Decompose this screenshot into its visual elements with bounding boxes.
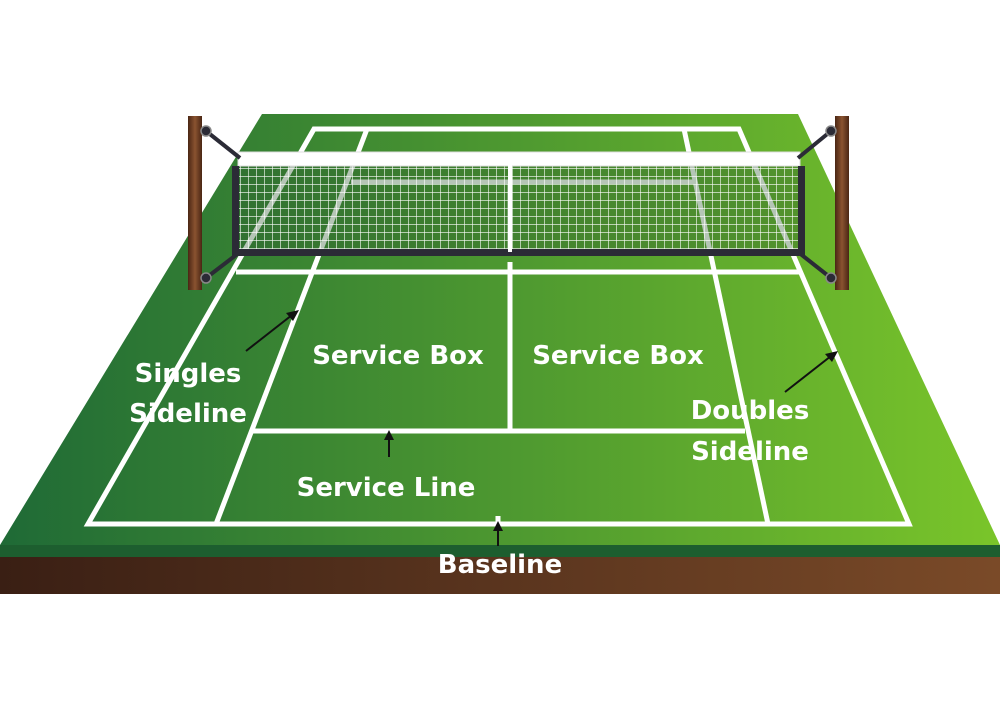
post-right bbox=[835, 116, 849, 290]
soil-base bbox=[0, 556, 1000, 594]
net-left-band bbox=[232, 166, 239, 256]
court-edge-strip bbox=[0, 545, 1000, 557]
doubles-sideline-arrow bbox=[784, 355, 832, 393]
post-left bbox=[188, 116, 202, 290]
singles-sideline-arrow bbox=[245, 314, 293, 352]
post-left-ring-top bbox=[200, 125, 212, 137]
post-right-ring-bottom bbox=[825, 272, 837, 284]
label-service-box-right: Service Box bbox=[532, 341, 704, 371]
label-service-box-left: Service Box bbox=[312, 341, 484, 371]
net-post-right bbox=[796, 116, 849, 290]
label-singles-sideline-line1: Singles bbox=[135, 359, 242, 389]
label-doubles-sideline-line1: Doubles bbox=[691, 396, 810, 426]
net-right-band bbox=[798, 166, 805, 256]
net-tape bbox=[237, 151, 801, 167]
net-post-left bbox=[188, 116, 242, 290]
cable-left-bottom bbox=[204, 250, 242, 280]
annotation-arrows bbox=[245, 310, 838, 546]
cable-right-bottom bbox=[796, 250, 833, 280]
net-center-strap bbox=[508, 162, 512, 252]
post-left-ring-bottom bbox=[200, 272, 212, 284]
post-right-ring-top bbox=[825, 125, 837, 137]
net-bottom-band bbox=[236, 249, 802, 256]
label-singles-sideline-line2: Sideline bbox=[129, 399, 247, 429]
cable-left-top bbox=[204, 129, 242, 160]
court-labels: Service Box Service Box Singles Sideline… bbox=[129, 341, 809, 580]
service-line-arrowhead bbox=[384, 430, 394, 440]
label-doubles-sideline-line2: Sideline bbox=[691, 437, 809, 467]
singles-sideline-arrowhead bbox=[286, 310, 299, 321]
label-baseline: Baseline bbox=[438, 550, 562, 580]
net-mesh-grid bbox=[238, 162, 800, 252]
doubles-boundary bbox=[83, 126, 913, 527]
label-service-line: Service Line bbox=[297, 473, 476, 503]
doubles-sideline-arrowhead bbox=[825, 351, 838, 362]
baseline-arrowhead bbox=[493, 521, 503, 531]
net bbox=[232, 151, 805, 256]
cable-right-top bbox=[796, 129, 833, 160]
